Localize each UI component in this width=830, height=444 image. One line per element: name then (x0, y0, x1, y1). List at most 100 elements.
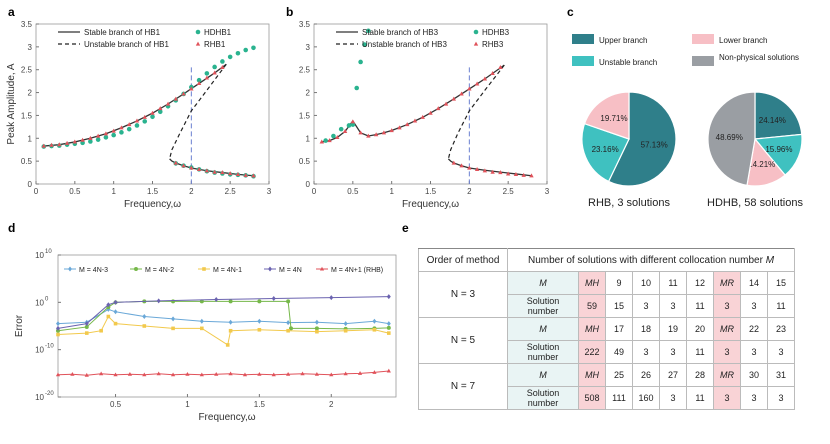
rhb-point (373, 132, 379, 137)
y-tick-label: 1 (28, 134, 33, 143)
legend-hdhb-label: HDHB1 (204, 28, 232, 37)
panel-label-c: c (567, 5, 574, 19)
series-point (257, 371, 262, 376)
x-tick-label: 3 (267, 187, 272, 196)
series-point (185, 371, 190, 376)
series-point (329, 372, 334, 377)
series-point (199, 299, 204, 304)
pie-caption: HDHB, 58 solutions (707, 197, 803, 209)
hdhb-point (235, 50, 241, 56)
rhb-point (389, 128, 394, 133)
m-value-cell: 14 (740, 271, 768, 295)
pie-slice-label: 14.21% (748, 160, 775, 169)
x-tick-label: 2.5 (225, 187, 237, 196)
table-header-row: Order of method Number of solutions with… (418, 248, 795, 272)
series-point (343, 321, 348, 327)
hdhb-point (103, 135, 109, 140)
legend-unstable-label: Unstable branch of HB3 (362, 40, 447, 49)
y-tick-exponent: 10 (45, 249, 52, 255)
x-tick-label: 1 (185, 400, 190, 409)
row-label-m: M (507, 271, 579, 295)
hdhb-point (119, 130, 124, 135)
series-point (228, 299, 233, 304)
rhb-point (41, 143, 46, 148)
rhb-point (529, 173, 534, 178)
x-axis-label: Frequency,ω (198, 412, 255, 423)
group-label: N = 3 (418, 271, 508, 318)
series-point (99, 328, 103, 333)
series-point (242, 372, 248, 377)
legend-stable-label: Stable branch of HB1 (84, 28, 161, 37)
series-point (113, 299, 118, 305)
m-value-cell: 11 (659, 271, 687, 295)
series-point (286, 320, 291, 326)
series-point (214, 371, 219, 376)
series-point (271, 296, 276, 302)
solution-number-cell: 508 (578, 386, 606, 410)
solution-number-cell: 160 (632, 386, 660, 410)
y-tick-exponent: -10 (45, 344, 54, 350)
series-point (286, 371, 291, 376)
y-tick-label: 3 (28, 43, 33, 52)
hdhb-point (346, 123, 352, 128)
rhb-point (498, 170, 503, 175)
chart-c: Upper branch Unstable branch Lower branch N… (572, 34, 803, 209)
hdhb-point (323, 138, 328, 143)
series-point (286, 328, 290, 333)
series-point (228, 371, 233, 376)
table-body: N = 3 M MH 9 10 11 12 MR 14 15 Solution number 59 15… (418, 271, 795, 410)
pie-slice-label: 57.13% (641, 141, 668, 150)
rhb-point (381, 130, 387, 135)
rhb-point (451, 160, 456, 165)
legend-label: Non-physical solutions (719, 53, 799, 62)
pie-slice-label: 15.96% (765, 145, 792, 154)
rhb-point (220, 170, 225, 175)
series-point (286, 299, 291, 304)
legend-stable-label: Stable branch of HB3 (362, 28, 439, 37)
y-tick-label: 10 (35, 251, 44, 260)
rhb-point (405, 122, 410, 127)
rhb-point (95, 133, 101, 138)
series-point (142, 324, 147, 328)
series-point (84, 321, 89, 327)
x-axis-label: Frequency,ω (124, 199, 181, 210)
axes-frame (57, 254, 397, 398)
x-tick-label: 0 (34, 187, 39, 196)
series-line (57, 370, 389, 376)
rhb-point (490, 169, 495, 174)
series-point (387, 331, 391, 335)
y-tick-label: 0.5 (21, 157, 33, 166)
legend-rhb-label: RHB3 (482, 40, 504, 49)
rhb-point (498, 65, 503, 70)
solution-number-cell: 15 (605, 294, 633, 318)
series-point (171, 326, 175, 331)
m-value-cell: 25 (605, 363, 633, 387)
hdhb-point (111, 132, 116, 138)
rhb-point (490, 70, 495, 75)
series-point (56, 321, 60, 327)
series-point (372, 327, 377, 332)
rhb-point (158, 106, 163, 111)
series-point (99, 371, 104, 376)
series-point (372, 370, 377, 374)
hdhb-point (338, 126, 344, 132)
m-value-cell: MH (578, 271, 606, 295)
table-row: N = 7 M MH 25 26 27 28 MR 30 31 (418, 363, 795, 410)
series-point (171, 299, 176, 304)
series-point (225, 343, 230, 347)
y-tick-label: 10 (35, 346, 44, 355)
y-axis-label: Error (14, 314, 25, 337)
solution-number-cell: 11 (767, 294, 795, 318)
rhb-point (513, 172, 519, 176)
y-tick-label: 1.5 (299, 111, 311, 120)
row-label-m: M (507, 317, 579, 341)
m-value-cell: 31 (767, 363, 795, 387)
hdhb-point (220, 59, 225, 64)
hdhb-point (134, 123, 140, 128)
header-number-of-solutions: Number of solutions with different collo… (507, 248, 795, 272)
row-label-solution-number: Solution number (507, 386, 579, 410)
series-point (214, 296, 219, 302)
m-value-cell: 28 (686, 363, 714, 387)
rhb-point (72, 139, 78, 144)
